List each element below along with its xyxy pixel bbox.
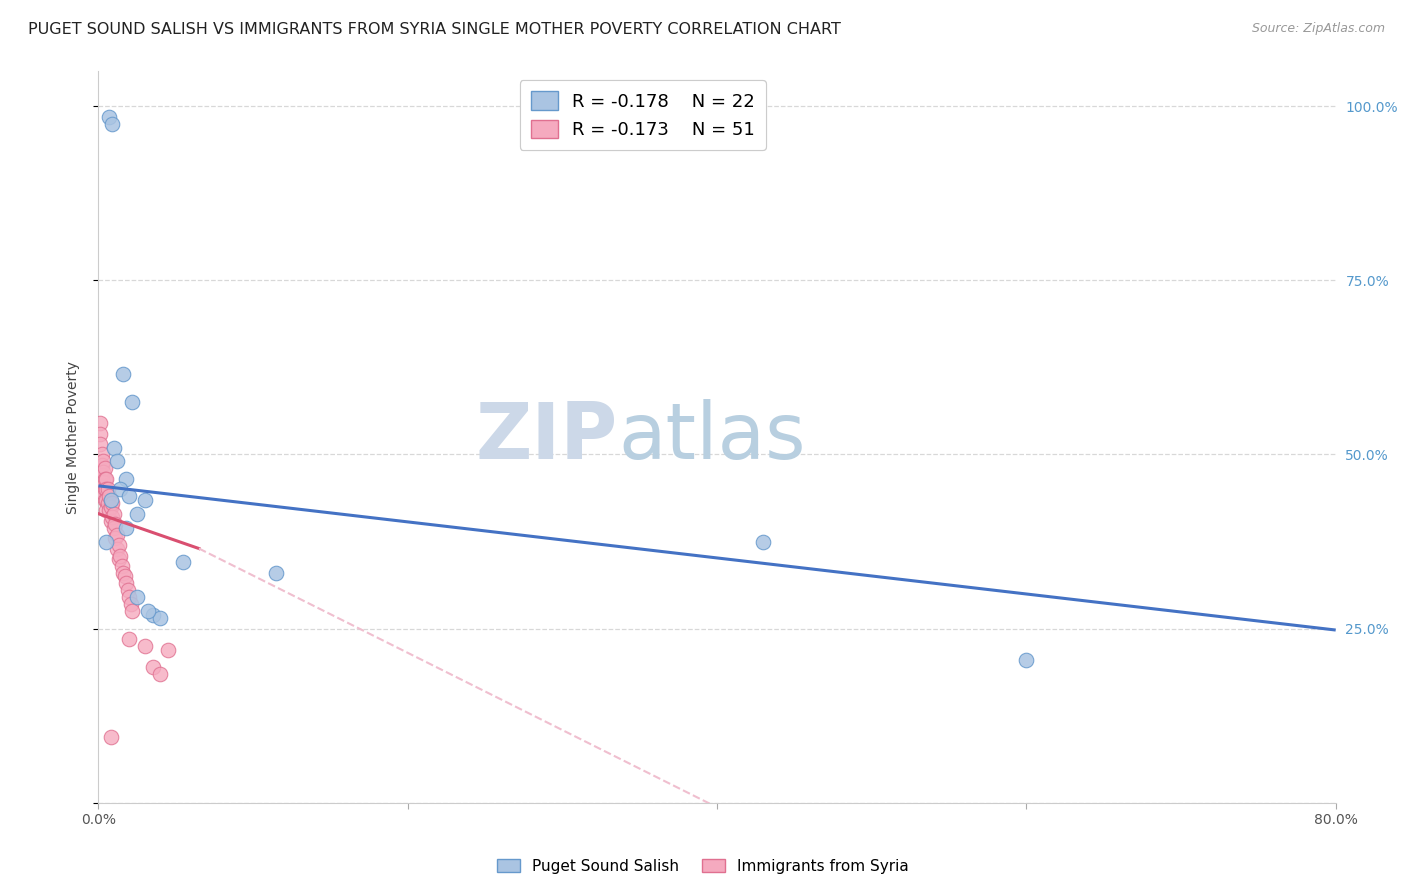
Point xyxy=(98,503,121,517)
Point xyxy=(96,492,118,507)
Point xyxy=(90,448,112,462)
Point xyxy=(115,521,138,535)
Point xyxy=(111,558,134,573)
Point xyxy=(104,531,127,545)
Text: PUGET SOUND SALISH VS IMMIGRANTS FROM SYRIA SINGLE MOTHER POVERTY CORRELATION CH: PUGET SOUND SALISH VS IMMIGRANTS FROM SY… xyxy=(28,22,841,37)
Point xyxy=(266,566,288,580)
Point xyxy=(97,483,120,497)
Point xyxy=(142,607,165,622)
Point xyxy=(115,472,138,486)
Point xyxy=(105,454,128,468)
Point xyxy=(108,483,131,497)
Point xyxy=(98,110,121,124)
Point xyxy=(121,395,143,409)
Legend: Puget Sound Salish, Immigrants from Syria: Puget Sound Salish, Immigrants from Syri… xyxy=(491,853,915,880)
Point xyxy=(752,534,775,549)
Point xyxy=(101,117,124,131)
Point xyxy=(118,591,141,605)
Point xyxy=(96,503,118,517)
Point xyxy=(108,549,131,563)
Point xyxy=(134,639,156,653)
Point xyxy=(91,475,114,490)
Point xyxy=(104,517,127,532)
Point xyxy=(101,496,124,510)
Point xyxy=(89,426,111,441)
Point xyxy=(98,489,121,503)
Point xyxy=(107,552,129,566)
Point xyxy=(121,604,143,618)
Point xyxy=(97,496,120,510)
Text: Source: ZipAtlas.com: Source: ZipAtlas.com xyxy=(1251,22,1385,36)
Point xyxy=(100,514,122,528)
Point xyxy=(103,507,125,521)
Point xyxy=(101,510,124,524)
Point xyxy=(91,454,114,468)
Point xyxy=(134,492,156,507)
Point xyxy=(115,576,138,591)
Point xyxy=(90,468,112,483)
Point xyxy=(112,566,135,580)
Point xyxy=(173,556,195,570)
Point xyxy=(100,500,122,514)
Point xyxy=(1015,653,1038,667)
Point xyxy=(100,730,122,744)
Point xyxy=(93,492,115,507)
Point xyxy=(96,472,118,486)
Point xyxy=(127,591,149,605)
Point xyxy=(91,465,114,479)
Point xyxy=(112,368,135,382)
Point xyxy=(105,527,128,541)
Point xyxy=(103,441,125,455)
Point xyxy=(96,534,118,549)
Point xyxy=(90,458,112,472)
Text: atlas: atlas xyxy=(619,399,806,475)
Point xyxy=(103,521,125,535)
Point xyxy=(118,632,141,646)
Point xyxy=(157,642,180,657)
Point xyxy=(90,479,112,493)
Point xyxy=(96,483,118,497)
Text: ZIP: ZIP xyxy=(475,399,619,475)
Point xyxy=(93,483,115,497)
Point xyxy=(105,541,128,556)
Point xyxy=(107,538,129,552)
Point xyxy=(89,461,111,475)
Point xyxy=(93,461,115,475)
Point xyxy=(89,416,111,430)
Y-axis label: Single Mother Poverty: Single Mother Poverty xyxy=(66,360,80,514)
Point xyxy=(127,507,149,521)
Point xyxy=(100,492,122,507)
Point xyxy=(120,597,142,611)
Point xyxy=(149,667,172,681)
Point xyxy=(89,437,111,451)
Legend: R = -0.178    N = 22, R = -0.173    N = 51: R = -0.178 N = 22, R = -0.173 N = 51 xyxy=(520,80,766,150)
Point xyxy=(118,489,141,503)
Point xyxy=(93,472,115,486)
Point xyxy=(91,485,114,500)
Point xyxy=(114,569,136,583)
Point xyxy=(136,604,159,618)
Point xyxy=(142,660,165,674)
Point xyxy=(149,611,172,625)
Point xyxy=(117,583,139,598)
